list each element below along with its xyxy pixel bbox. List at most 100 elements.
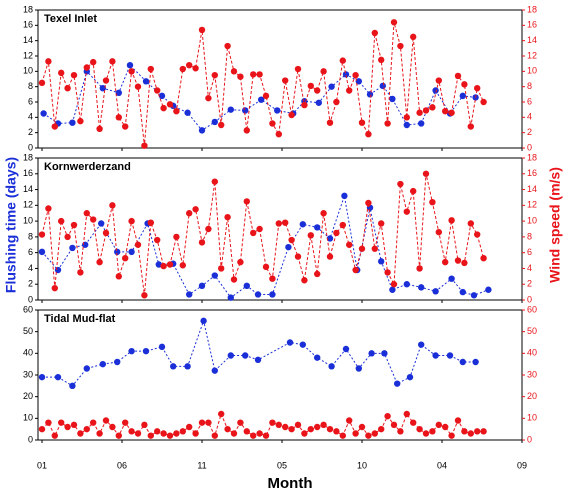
point: [315, 99, 322, 106]
point: [243, 282, 250, 289]
point: [269, 275, 276, 282]
point: [442, 108, 449, 115]
point: [51, 123, 58, 130]
point: [242, 352, 249, 359]
point: [230, 68, 238, 75]
point: [294, 65, 302, 73]
y-tick-label: 18: [23, 152, 33, 162]
point: [128, 428, 135, 435]
point: [352, 71, 359, 79]
point: [403, 410, 410, 418]
point: [339, 432, 346, 439]
series-line: [41, 195, 489, 299]
point: [186, 61, 193, 69]
point: [459, 358, 466, 366]
point: [435, 421, 442, 429]
point: [346, 87, 353, 94]
y2-tick-label: 10: [527, 66, 537, 76]
point: [418, 341, 425, 348]
point: [326, 119, 334, 126]
point: [211, 367, 218, 374]
y2-tick-label: 60: [527, 304, 537, 314]
point: [288, 111, 295, 119]
y2-tick-label: 14: [527, 184, 537, 194]
y-tick-label: 10: [23, 413, 33, 423]
point: [58, 69, 65, 77]
point: [250, 432, 257, 439]
y2-tick-label: 18: [527, 152, 537, 162]
point: [230, 276, 238, 283]
point: [378, 220, 385, 227]
point: [224, 425, 231, 433]
point: [254, 356, 262, 364]
point: [326, 253, 334, 260]
point: [122, 419, 129, 426]
point: [371, 430, 378, 437]
point: [416, 425, 423, 433]
point: [285, 243, 292, 251]
point: [198, 419, 206, 426]
point: [58, 419, 65, 426]
point: [205, 225, 212, 233]
point: [96, 430, 103, 437]
y-tick-label: 4: [28, 112, 33, 122]
point: [333, 428, 340, 435]
y-tick-label: 50: [23, 326, 33, 336]
point: [99, 85, 107, 92]
point: [38, 79, 46, 87]
point: [192, 65, 199, 72]
point: [432, 87, 439, 94]
point: [371, 245, 378, 252]
y-tick-label: 16: [23, 20, 33, 30]
x-tick-label: 01: [37, 460, 47, 470]
y2-tick-label: 0: [527, 294, 532, 304]
y-tick-label: 8: [28, 81, 33, 91]
point: [352, 266, 359, 274]
point: [186, 210, 193, 217]
point: [38, 231, 46, 238]
point: [365, 432, 372, 439]
point: [446, 352, 454, 359]
point: [122, 123, 129, 130]
point: [250, 229, 257, 237]
point: [115, 89, 123, 97]
point: [390, 19, 398, 26]
plot-frame: [37, 9, 523, 149]
y-tick-label: 16: [23, 168, 33, 178]
point: [288, 236, 295, 244]
point: [122, 254, 129, 262]
point: [128, 248, 135, 256]
y-tick-label: 14: [23, 184, 33, 194]
point: [403, 281, 410, 288]
point: [275, 220, 282, 227]
point: [429, 428, 436, 435]
point: [134, 241, 142, 248]
point: [448, 432, 455, 439]
point: [461, 81, 468, 88]
point: [474, 428, 481, 435]
point: [381, 350, 388, 357]
point: [147, 432, 154, 439]
point: [432, 352, 439, 359]
point: [397, 180, 404, 188]
point: [448, 275, 455, 282]
point: [230, 430, 238, 437]
point: [192, 206, 199, 213]
point: [389, 286, 396, 293]
y2-tick-label: 6: [527, 247, 532, 257]
point: [294, 253, 302, 260]
point: [358, 119, 366, 126]
y-tick-label: 14: [23, 35, 33, 45]
point: [390, 281, 398, 288]
point: [384, 269, 391, 276]
y2-tick-label: 18: [527, 4, 537, 14]
point: [269, 120, 276, 127]
point: [320, 68, 327, 75]
point: [198, 282, 206, 289]
point: [114, 358, 121, 366]
point: [237, 258, 244, 266]
point: [38, 248, 46, 256]
point: [472, 358, 479, 366]
y2-tick-label: 0: [527, 142, 532, 152]
point: [342, 71, 350, 78]
